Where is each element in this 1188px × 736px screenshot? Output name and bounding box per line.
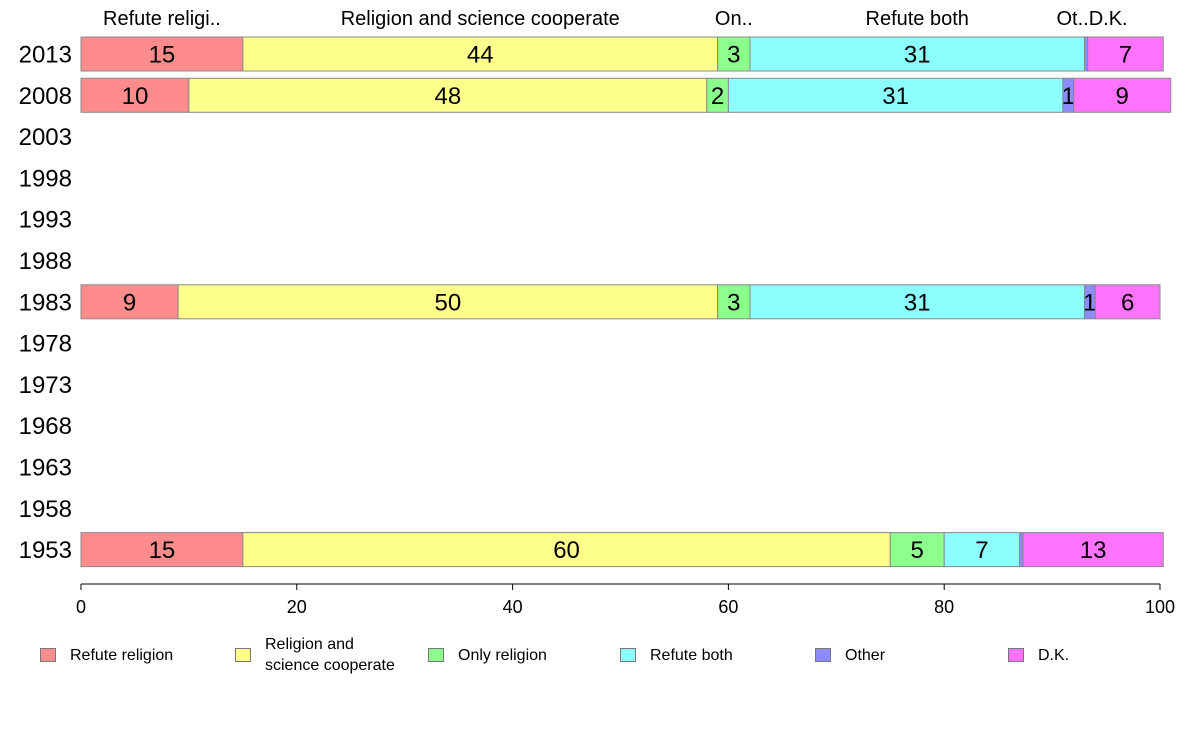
year-label-1958: 1958 <box>19 496 72 523</box>
bar-segment <box>717 36 751 72</box>
value-label: 15 <box>149 42 176 69</box>
x-tick-label: 80 <box>934 597 954 617</box>
bar-segment <box>727 77 1064 113</box>
bar-segment <box>749 284 1085 320</box>
x-tick-label: 20 <box>287 597 307 617</box>
value-label: 3 <box>727 289 740 316</box>
series-top-label: D.K. <box>1089 8 1128 30</box>
bar-segment <box>80 36 244 72</box>
year-label-1978: 1978 <box>19 331 72 358</box>
bar-segment <box>80 532 244 568</box>
value-label: 60 <box>553 537 580 564</box>
value-label: 31 <box>904 289 931 316</box>
bar-segment <box>943 532 1021 568</box>
year-label-1963: 1963 <box>19 455 72 482</box>
legend-swatch <box>1008 648 1024 662</box>
value-label: 5 <box>911 537 924 564</box>
legend-item: Refute religion <box>40 632 173 678</box>
value-label: 44 <box>467 42 494 69</box>
legend-item: Other <box>815 632 885 678</box>
value-label: 13 <box>1080 537 1107 564</box>
legend-label: Other <box>845 646 886 664</box>
year-label-2008: 2008 <box>19 83 72 110</box>
year-label-1968: 1968 <box>19 413 72 440</box>
bar-segment <box>188 77 708 113</box>
x-tick-label: 40 <box>503 597 523 617</box>
bar-segment <box>242 36 719 72</box>
value-label: 9 <box>123 289 136 316</box>
legend-item: Refute both <box>620 632 733 678</box>
year-label-1998: 1998 <box>19 165 72 192</box>
year-label-1993: 1993 <box>19 207 72 234</box>
year-label-1973: 1973 <box>19 372 72 399</box>
bar-segment <box>80 77 190 113</box>
value-label: 1 <box>1083 289 1096 316</box>
legend-item: Religion and science cooperate <box>235 632 395 678</box>
year-label-2003: 2003 <box>19 124 72 151</box>
bar-segment <box>80 284 179 320</box>
bar-segment <box>889 532 945 568</box>
legend-label: Only religion <box>458 646 547 664</box>
x-tick-label: 100 <box>1145 597 1175 617</box>
value-label: 31 <box>904 42 931 69</box>
chart-legend: Refute religion Religion and science coop… <box>0 632 1188 682</box>
value-label: 31 <box>882 83 909 110</box>
value-label: 7 <box>1119 42 1132 69</box>
series-top-label: Religion and science cooperate <box>341 8 620 30</box>
legend-swatch <box>40 648 56 662</box>
legend-label: D.K. <box>1038 646 1070 664</box>
series-top-label: Ot.. <box>1056 8 1088 30</box>
legend-label: Religion and science cooperate <box>265 636 395 674</box>
year-label-1988: 1988 <box>19 248 72 275</box>
x-tick-label: 60 <box>718 597 738 617</box>
value-label: 2 <box>711 83 724 110</box>
legend-label: Refute religion <box>70 646 174 664</box>
bar-segment <box>1094 284 1161 320</box>
value-label: 7 <box>975 537 988 564</box>
bar-segment <box>1073 77 1172 113</box>
value-label: 10 <box>122 83 149 110</box>
x-tick-label: 0 <box>76 597 86 617</box>
bar-segment <box>1087 36 1164 72</box>
legend-swatch <box>620 648 636 662</box>
bar-segment <box>242 532 891 568</box>
series-top-label: On.. <box>715 8 753 30</box>
value-label: 48 <box>435 83 462 110</box>
legend-swatch <box>235 648 251 662</box>
legend-item: D.K. <box>1008 632 1069 678</box>
legend-swatch <box>815 648 831 662</box>
value-label: 6 <box>1121 289 1134 316</box>
value-label: 50 <box>435 289 462 316</box>
year-label-1953: 1953 <box>19 537 72 564</box>
value-label: 1 <box>1062 83 1075 110</box>
series-top-label: Refute both <box>866 8 969 30</box>
bar-segment <box>1022 532 1164 568</box>
legend-label: Refute both <box>650 646 733 664</box>
value-label: 9 <box>1116 83 1129 110</box>
bar-segment <box>749 36 1085 72</box>
value-label: 3 <box>727 42 740 69</box>
series-top-label: Refute religi.. <box>103 8 221 30</box>
legend-item: Only religion <box>428 632 547 678</box>
year-label-1983: 1983 <box>19 289 72 316</box>
value-label: 15 <box>149 537 176 564</box>
legend-swatch <box>428 648 444 662</box>
year-label-2013: 2013 <box>19 42 72 69</box>
bar-segment <box>177 284 719 320</box>
